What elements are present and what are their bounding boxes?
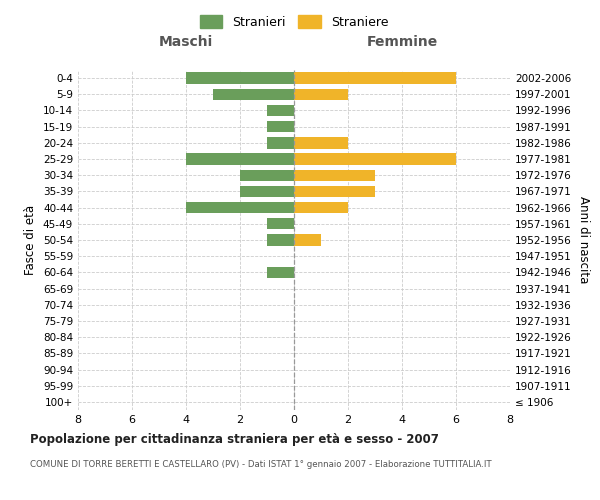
- Bar: [294, 72, 456, 84]
- Text: Maschi: Maschi: [159, 36, 213, 50]
- Text: Popolazione per cittadinanza straniera per età e sesso - 2007: Popolazione per cittadinanza straniera p…: [30, 432, 439, 446]
- Y-axis label: Anni di nascita: Anni di nascita: [577, 196, 590, 284]
- Bar: [294, 137, 348, 148]
- Bar: [294, 234, 321, 246]
- Bar: [294, 88, 348, 100]
- Bar: [267, 218, 294, 230]
- Bar: [267, 105, 294, 116]
- Text: Femmine: Femmine: [367, 36, 437, 50]
- Bar: [240, 186, 294, 197]
- Bar: [267, 266, 294, 278]
- Bar: [240, 170, 294, 181]
- Bar: [186, 154, 294, 164]
- Bar: [213, 88, 294, 100]
- Bar: [267, 137, 294, 148]
- Y-axis label: Fasce di età: Fasce di età: [25, 205, 37, 275]
- Bar: [186, 72, 294, 84]
- Bar: [294, 154, 456, 164]
- Bar: [294, 186, 375, 197]
- Bar: [267, 121, 294, 132]
- Text: COMUNE DI TORRE BERETTI E CASTELLARO (PV) - Dati ISTAT 1° gennaio 2007 - Elabora: COMUNE DI TORRE BERETTI E CASTELLARO (PV…: [30, 460, 491, 469]
- Bar: [267, 234, 294, 246]
- Bar: [294, 202, 348, 213]
- Bar: [294, 170, 375, 181]
- Legend: Stranieri, Straniere: Stranieri, Straniere: [196, 12, 392, 33]
- Bar: [186, 202, 294, 213]
